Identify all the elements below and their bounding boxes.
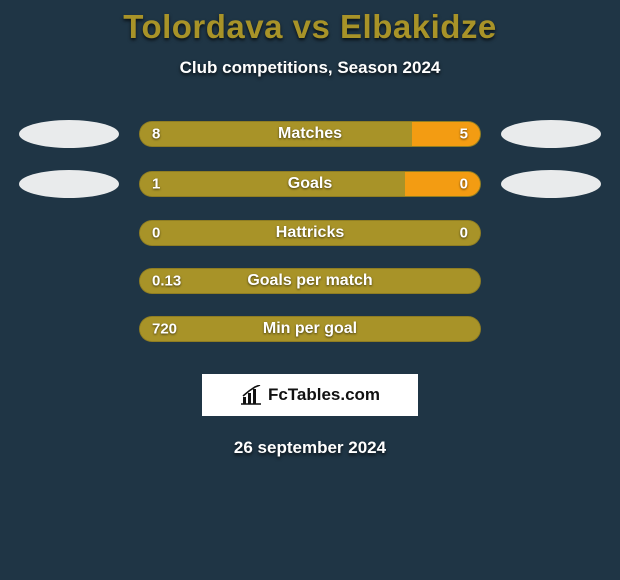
stat-bar: 1 0 Goals [139,171,481,197]
stat-value-left: 0 [152,225,160,242]
page-subtitle: Club competitions, Season 2024 [0,58,620,78]
footer-date: 26 september 2024 [0,438,620,458]
stat-label: Min per goal [263,320,357,338]
right-team-marker [501,120,601,148]
stat-value-right: 0 [460,225,468,242]
brand-box[interactable]: FcTables.com [202,374,418,416]
stat-value-left: 8 [152,126,160,143]
stat-row: 720 Min per goal [0,316,620,342]
stat-value-left: 720 [152,321,177,338]
stat-label: Goals [288,175,332,193]
comparison-infographic: Tolordava vs Elbakidze Club competitions… [0,0,620,458]
stat-label: Goals per match [247,272,372,290]
stat-bar: 0.13 Goals per match [139,268,481,294]
brand-text: FcTables.com [268,385,380,405]
bar-fill-right [412,122,480,146]
stat-value-left: 0.13 [152,273,181,290]
stat-rows: 8 5 Matches 1 0 Goals 0 0 Hattricks 0.13 Goals per… [0,120,620,342]
bar-fill-left [140,122,412,146]
stat-bar: 0 0 Hattricks [139,220,481,246]
stat-bar: 720 Min per goal [139,316,481,342]
right-team-marker [501,170,601,198]
bar-fill-left [140,172,405,196]
stat-value-right: 0 [460,176,468,193]
stat-bar: 8 5 Matches [139,121,481,147]
stat-row: 0 0 Hattricks [0,220,620,246]
stat-row: 0.13 Goals per match [0,268,620,294]
page-title: Tolordava vs Elbakidze [0,8,620,46]
stat-row: 8 5 Matches [0,120,620,148]
left-team-marker [19,170,119,198]
stat-value-left: 1 [152,176,160,193]
stat-label: Hattricks [276,224,344,242]
bar-chart-icon [240,385,262,405]
stat-value-right: 5 [460,126,468,143]
left-team-marker [19,120,119,148]
bar-fill-right [405,172,480,196]
stat-row: 1 0 Goals [0,170,620,198]
stat-label: Matches [278,125,342,143]
